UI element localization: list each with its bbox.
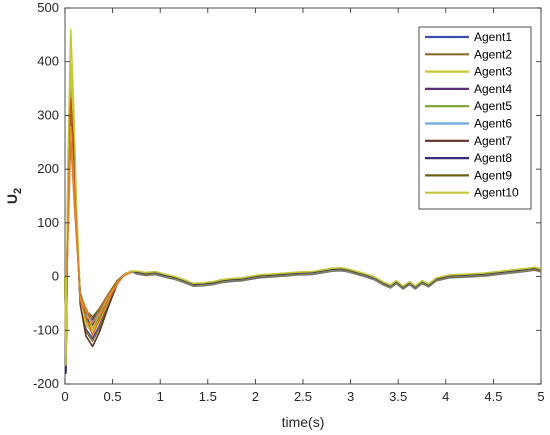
y-tick-label: -100 [33,322,59,337]
legend-label: Agent8 [474,151,512,165]
legend-label: Agent9 [474,168,512,182]
legend-label: Agent5 [474,99,512,113]
legend: Agent1 Agent2 Agent3 Agent4 Agent5 Agent6 Agen… [418,26,532,210]
x-tick-label: 1 [157,389,164,404]
y-axis-label-main: U [4,194,20,204]
y-axis-label: U2 [4,188,24,204]
x-axis-ticks: 0 0.5 1 1.5 2 2.5 3 3.5 4 4.5 5 [61,8,545,404]
x-tick-label: 0 [61,389,68,404]
y-tick-label: 0 [52,269,59,284]
transient-overlay-line [66,141,132,323]
x-tick-label: 1.5 [199,389,217,404]
x-tick-label: 4 [442,389,449,404]
x-tick-label: 2 [252,389,259,404]
y-axis-ticks: -200 -100 0 100 200 300 400 500 [33,0,541,391]
x-axis-label: time(s) [282,414,325,430]
series-layer [64,28,542,375]
x-tick-label: 3.5 [389,389,407,404]
y-tick-label: 400 [37,54,59,69]
legend-items: Agent1 Agent2 Agent3 Agent4 Agent5 Agent6 Agen… [425,30,519,200]
svg-text:U2: U2 [4,188,24,204]
legend-label: Agent3 [474,65,512,79]
y-tick-label: -200 [33,376,59,391]
x-tick-label: 4.5 [484,389,502,404]
y-tick-label: 300 [37,107,59,122]
y-tick-label: 500 [37,0,59,15]
legend-label: Agent7 [474,134,512,148]
legend-label: Agent1 [474,30,512,44]
x-tick-label: 5 [537,389,544,404]
legend-label: Agent4 [474,82,512,96]
legend-label: Agent6 [474,117,512,131]
x-tick-label: 0.5 [104,389,122,404]
y-tick-label: 100 [37,215,59,230]
legend-label: Agent10 [474,186,519,200]
y-tick-label: 200 [37,161,59,176]
legend-box [418,26,532,210]
legend-label: Agent2 [474,47,512,61]
y-axis-label-subscript: 2 [12,188,24,194]
x-tick-label: 3 [347,389,354,404]
x-tick-label: 2.5 [294,389,312,404]
